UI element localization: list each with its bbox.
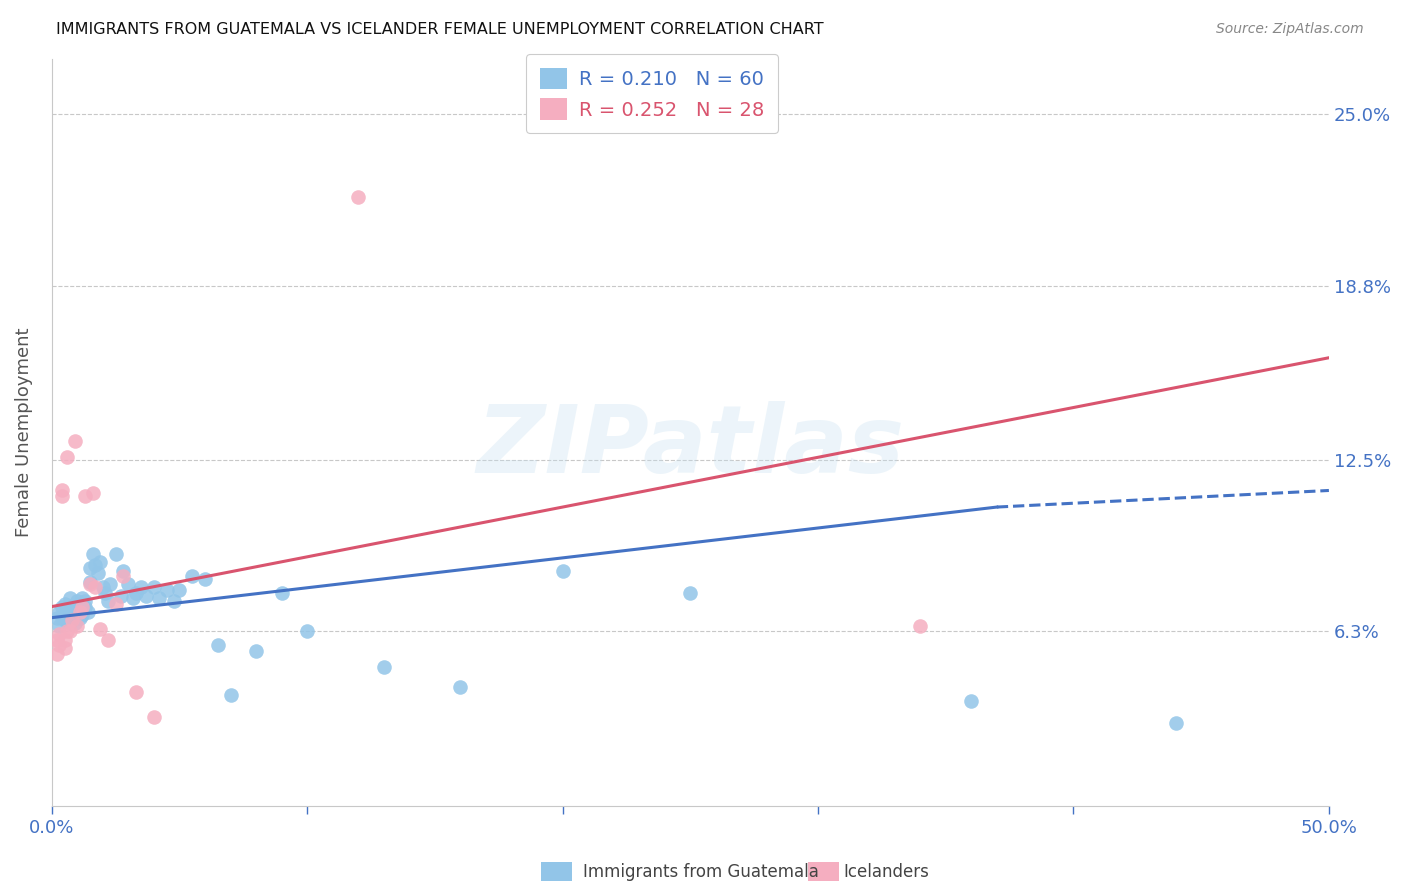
Point — [142, 580, 165, 594]
Point — [51, 599, 73, 614]
Point — [960, 693, 983, 707]
Point — [245, 644, 267, 658]
Point — [72, 599, 94, 614]
Point — [219, 688, 242, 702]
Point — [60, 614, 83, 628]
Point — [45, 647, 67, 661]
Point — [69, 605, 91, 619]
Point — [63, 616, 86, 631]
Point — [347, 190, 370, 204]
Point — [56, 450, 79, 465]
Point — [82, 486, 104, 500]
Point — [72, 591, 94, 606]
Point — [91, 580, 114, 594]
Point — [84, 580, 107, 594]
Point — [100, 577, 122, 591]
Point — [117, 577, 139, 591]
Text: Source: ZipAtlas.com: Source: ZipAtlas.com — [1216, 22, 1364, 37]
Point — [295, 624, 318, 639]
Point — [142, 710, 165, 724]
Point — [63, 605, 86, 619]
Point — [51, 489, 73, 503]
Point — [48, 605, 70, 619]
Point — [66, 605, 89, 619]
Point — [908, 619, 931, 633]
Point — [45, 632, 67, 647]
Point — [60, 599, 83, 614]
Point — [82, 547, 104, 561]
Point — [125, 685, 148, 699]
Point — [79, 561, 101, 575]
Point — [89, 555, 111, 569]
Point — [79, 574, 101, 589]
Point — [97, 594, 120, 608]
Point — [60, 610, 83, 624]
Point — [73, 489, 96, 503]
Point — [125, 586, 148, 600]
Point — [270, 586, 292, 600]
Point — [56, 602, 79, 616]
Point — [104, 547, 127, 561]
Text: ZIPatlas: ZIPatlas — [477, 401, 904, 493]
Point — [373, 660, 395, 674]
Point — [48, 638, 70, 652]
Point — [45, 610, 67, 624]
Point — [53, 614, 76, 628]
Point — [449, 680, 471, 694]
Text: Icelanders: Icelanders — [844, 863, 929, 881]
Point — [73, 594, 96, 608]
Point — [156, 582, 179, 597]
Point — [110, 589, 132, 603]
Point — [112, 569, 135, 583]
Point — [48, 627, 70, 641]
Point — [69, 610, 91, 624]
Point — [51, 483, 73, 498]
Point — [59, 616, 82, 631]
Point — [53, 632, 76, 647]
Point — [72, 607, 94, 622]
Point — [63, 434, 86, 448]
Point — [87, 566, 110, 581]
Point — [73, 599, 96, 614]
Point — [48, 619, 70, 633]
Legend: R = 0.210   N = 60, R = 0.252   N = 28: R = 0.210 N = 60, R = 0.252 N = 28 — [526, 54, 778, 133]
Point — [122, 591, 145, 606]
Point — [135, 589, 157, 603]
Point — [53, 641, 76, 656]
Point — [53, 597, 76, 611]
Point — [104, 597, 127, 611]
Point — [76, 605, 98, 619]
Point — [69, 597, 91, 611]
Point — [207, 638, 229, 652]
Text: Immigrants from Guatemala: Immigrants from Guatemala — [583, 863, 820, 881]
Point — [97, 632, 120, 647]
Point — [169, 582, 191, 597]
Point — [89, 622, 111, 636]
Point — [148, 591, 170, 606]
Point — [129, 580, 152, 594]
Point — [79, 577, 101, 591]
Point — [66, 594, 89, 608]
Y-axis label: Female Unemployment: Female Unemployment — [15, 327, 32, 537]
Point — [51, 610, 73, 624]
Point — [1164, 715, 1187, 730]
Point — [112, 564, 135, 578]
Point — [84, 558, 107, 573]
Point — [56, 624, 79, 639]
Point — [194, 572, 217, 586]
Point — [181, 569, 204, 583]
Point — [59, 624, 82, 639]
Point — [679, 586, 702, 600]
Text: IMMIGRANTS FROM GUATEMALA VS ICELANDER FEMALE UNEMPLOYMENT CORRELATION CHART: IMMIGRANTS FROM GUATEMALA VS ICELANDER F… — [56, 22, 824, 37]
Point — [56, 610, 79, 624]
Point — [66, 619, 89, 633]
Point — [59, 591, 82, 606]
Point — [551, 564, 574, 578]
Point — [163, 594, 186, 608]
Point — [94, 586, 117, 600]
